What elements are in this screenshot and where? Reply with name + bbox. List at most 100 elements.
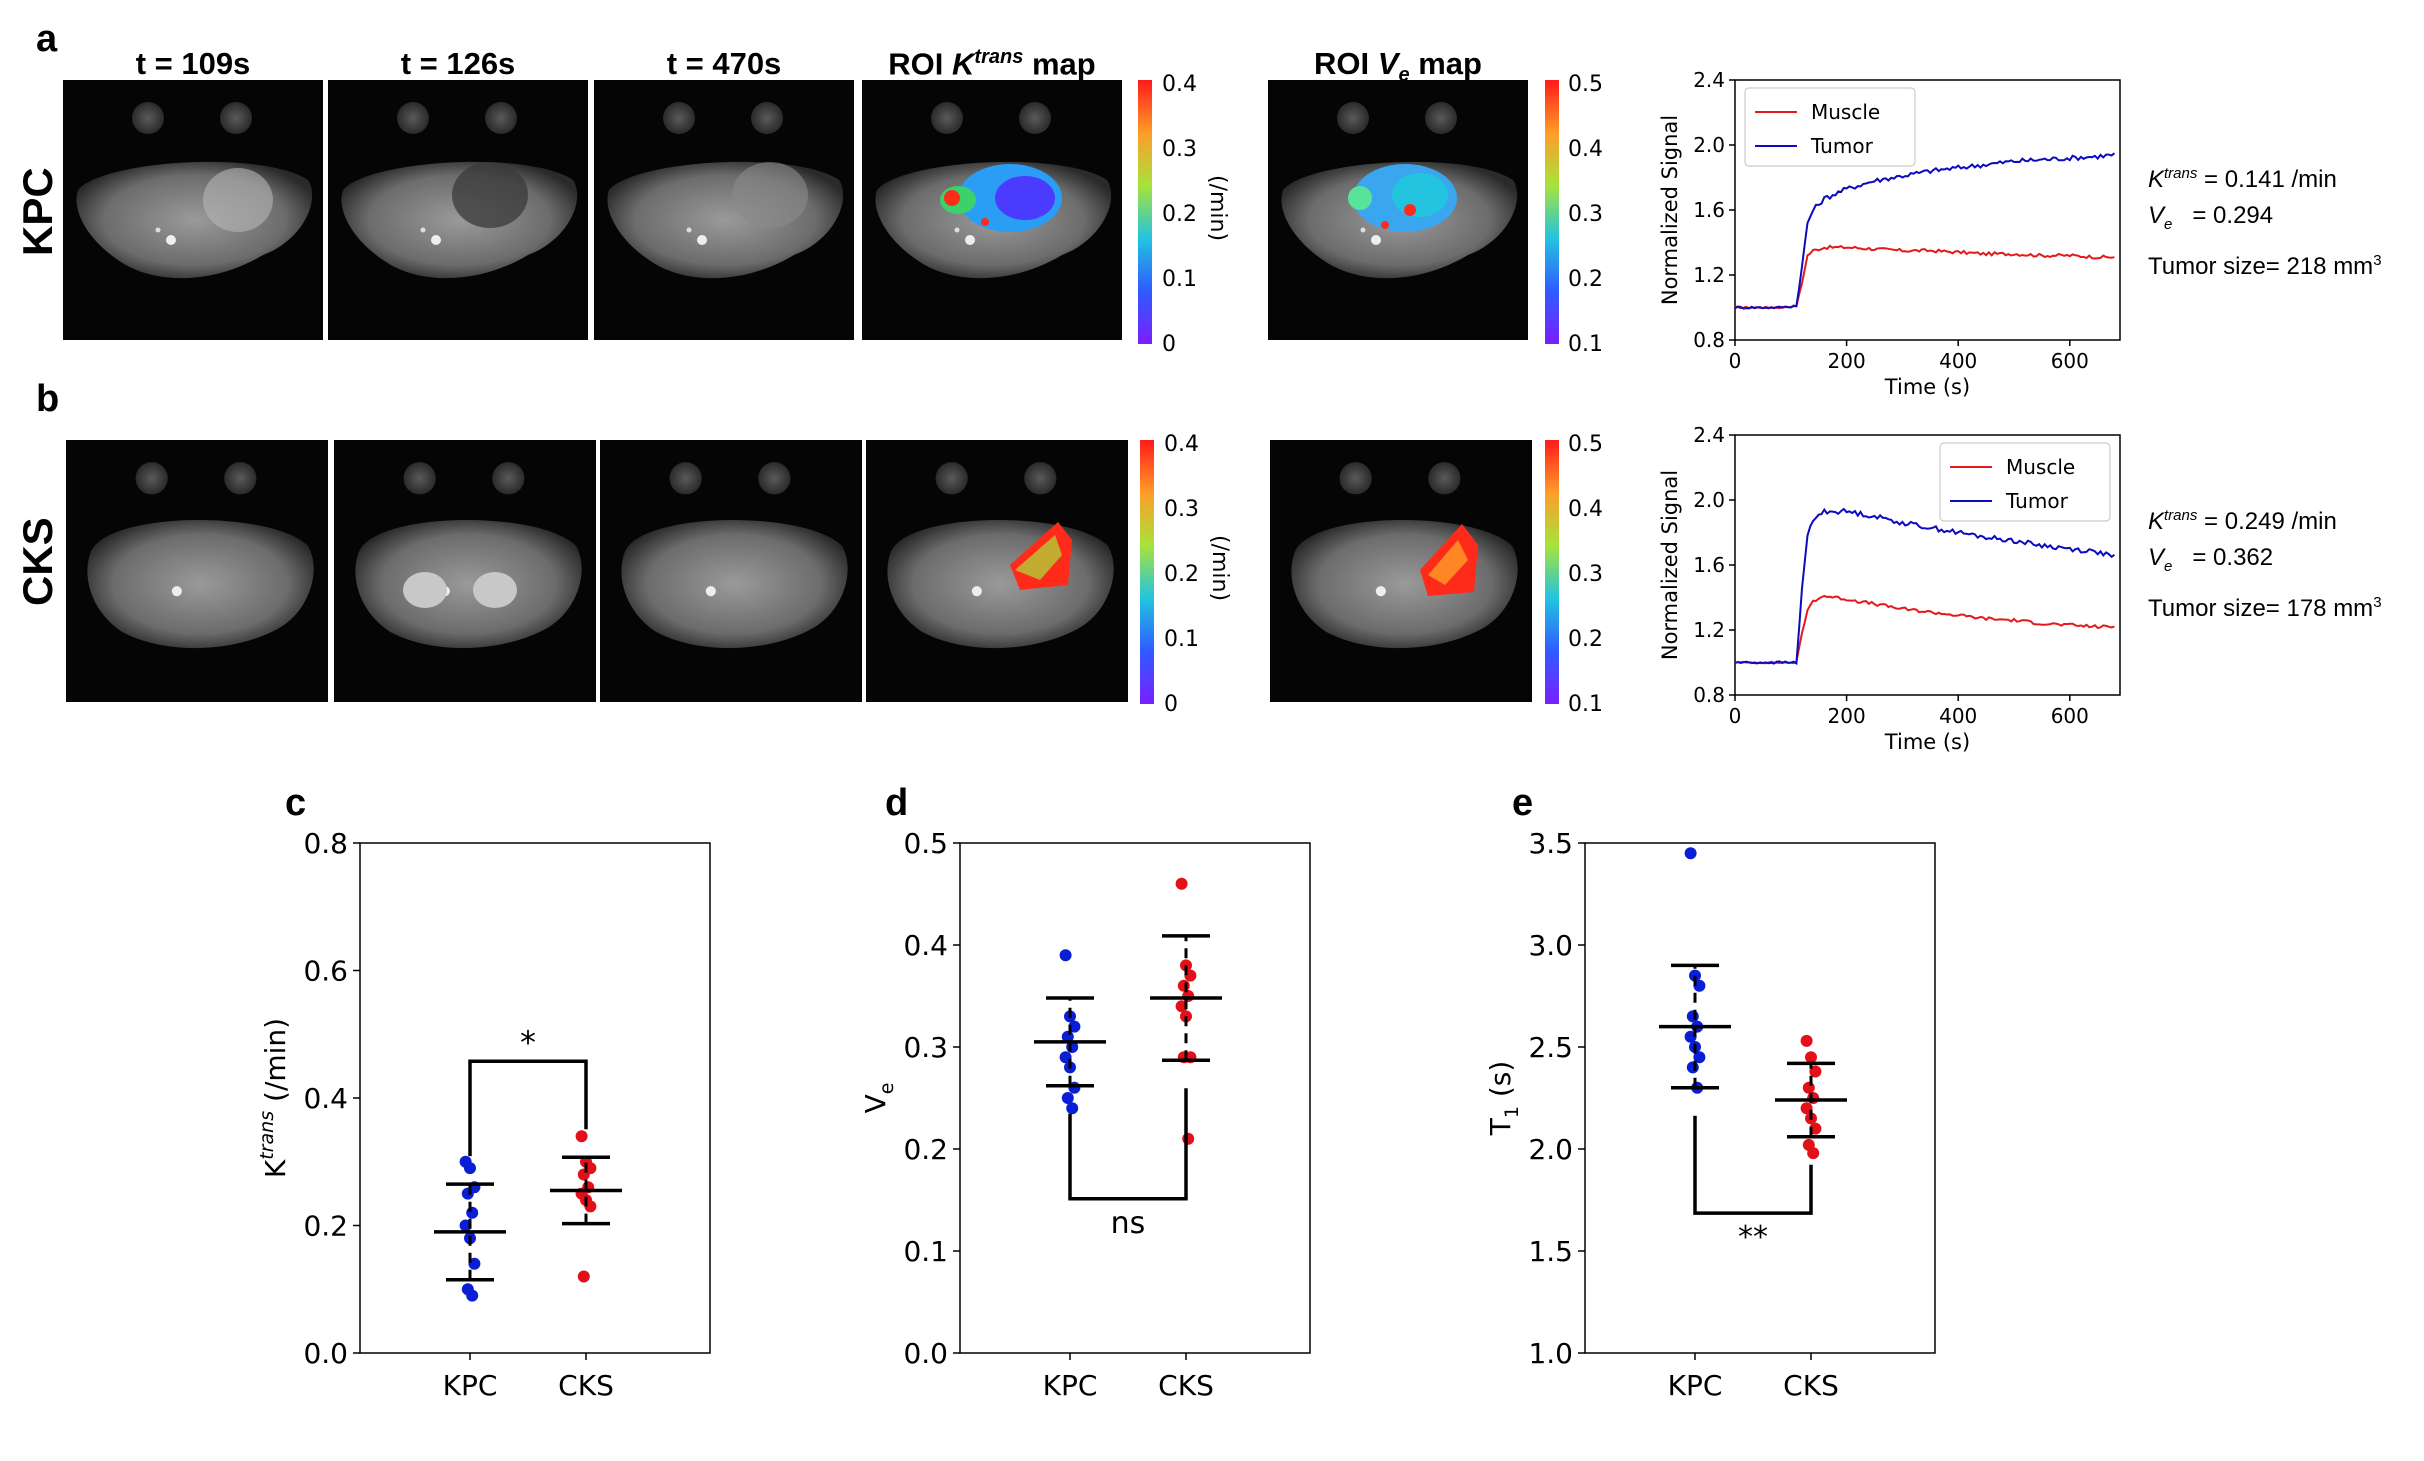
legend-label-muscle: Muscle [1811,100,1880,124]
cbar-va-tick-1: 0.4 [1568,137,1603,162]
y-tick-label: 0.0 [903,1337,948,1370]
title-ktrans-map: ROI Ktrans map [888,46,1096,82]
y-tick-label: 1.2 [1693,263,1725,287]
ktrans-colorbar-a [1138,80,1152,344]
y-tick-label: 0.0 [303,1337,348,1370]
y-tick-label: 0.3 [903,1031,948,1064]
x-tick-label-kpc: KPC [1668,1369,1723,1402]
cbar-vb-tick-4: 0.1 [1568,692,1603,717]
plot-frame [1584,842,1936,1354]
y-tick-label: 0.2 [303,1210,348,1243]
cbar-va-tick-3: 0.2 [1568,267,1603,292]
data-point-cks [1807,1092,1820,1104]
cbar-kb-tick-0: 0.4 [1164,432,1199,457]
cbar-ka-unit: (/min) [1205,175,1230,242]
cbar-va-tick-0: 0.5 [1568,72,1603,97]
x-tick-label-cks: CKS [1783,1369,1839,1402]
significance-bracket [1693,1115,1813,1215]
mri-cks-ve-map [1270,440,1532,702]
cbar-vb-tick-0: 0.5 [1568,432,1603,457]
y-tick-label: 2.0 [1693,133,1725,157]
data-point-cks [1802,1081,1815,1094]
data-point-cks [577,1270,590,1283]
data-point-kpc [464,1162,476,1175]
y-tick-label: 1.0 [1528,1337,1573,1370]
significance-bracket [468,1059,588,1157]
y-axis-label: Ktrans (/min) [260,1018,292,1178]
cbar-kb-tick-3: 0.1 [1164,627,1199,652]
cbar-ka-tick-3: 0.1 [1162,267,1197,292]
mri-kpc-t470 [594,80,854,340]
ve-colorbar-b [1545,440,1559,704]
x-axis-label: Time (s) [1884,730,1970,754]
x-tick-label-kpc: KPC [1043,1369,1098,1402]
y-axis-label: Normalized Signal [1658,115,1682,305]
y-tick-label: 0.5 [903,827,948,860]
series-line-muscle [1734,244,2115,310]
y-tick-label: 3.0 [1528,929,1573,962]
y-tick-label: 0.4 [303,1082,348,1115]
cbar-ka-tick-1: 0.3 [1162,137,1197,162]
mri-cks-t126 [334,440,596,702]
y-axis-label: Normalized Signal [1658,470,1682,660]
y-tick-label: 2.4 [1693,68,1725,92]
cbar-ka-tick-4: 0 [1162,332,1176,357]
data-point-kpc [1061,1092,1074,1104]
series-line-muscle [1734,594,2115,665]
data-point-cks [1182,990,1195,1002]
y-tick-label: 1.2 [1693,618,1725,642]
x-tick-label: 0 [1729,349,1742,373]
x-tick-label-cks: CKS [558,1369,614,1402]
series-line-tumor [1734,507,2115,666]
data-point-kpc [1059,949,1072,962]
cbar-ka-tick-2: 0.2 [1162,202,1197,227]
data-point-cks [577,1168,590,1181]
cbar-vb-tick-2: 0.3 [1568,562,1603,587]
mri-kpc-t109 [63,80,323,340]
y-tick-label: 3.5 [1528,827,1573,860]
mri-cks-ktrans-map [866,440,1128,702]
y-tick-label: 2.0 [1528,1133,1573,1166]
panel-letter-d: d [885,782,909,824]
data-point-kpc [461,1187,474,1200]
y-tick-label: 1.5 [1528,1235,1573,1268]
series-line-tumor [1734,152,2116,310]
cbar-va-tick-4: 0.1 [1568,332,1603,357]
y-axis-label: T1 (s) [1485,1061,1523,1137]
stats-kpc: Ktrans = 0.141 /min Ve = 0.294 Tumor siz… [2148,165,2382,280]
ve-dotplot: 0.0 0.1 0.2 0.3 0.4 0.5 KPC CKS Ve ns [860,827,1311,1402]
cbar-va-tick-2: 0.3 [1568,202,1603,227]
data-point-cks [1182,1132,1195,1145]
y-axis-label: Ve [860,1083,898,1114]
y-tick-label: 1.6 [1693,553,1725,577]
panel-letter-c: c [285,782,307,824]
panel-letter-a: a [36,18,58,60]
panel-letter-b: b [36,378,60,420]
x-tick-label-cks: CKS [1158,1369,1214,1402]
data-point-cks [1175,877,1188,890]
x-tick-label: 200 [1828,349,1866,373]
cbar-kb-tick-1: 0.3 [1164,497,1199,522]
data-point-cks [1807,1147,1820,1160]
cbar-vb-tick-3: 0.2 [1568,627,1603,652]
y-tick-label: 0.8 [303,827,348,860]
title-t109: t = 109s [135,46,251,81]
data-point-kpc [1689,969,1701,982]
mri-image-grid [63,80,1559,704]
legend-label-muscle: Muscle [2006,455,2075,479]
data-point-cks [1805,1051,1817,1064]
mri-cks-t109 [66,440,328,702]
data-point-cks [1177,979,1190,992]
significance-label: ns [1111,1206,1146,1241]
legend-label-tumor: Tumor [2005,489,2069,513]
y-tick-label: 0.6 [303,955,348,988]
title-ve-map: ROI Ve map [1314,46,1482,87]
plot-frame [959,842,1311,1354]
cbar-vb-tick-1: 0.4 [1568,497,1603,522]
plot-frame [359,842,711,1354]
data-point-kpc [1686,1010,1699,1023]
data-point-kpc [466,1289,479,1302]
significance-bracket [1068,1088,1188,1201]
y-tick-label: 0.8 [1693,683,1725,707]
y-tick-label: 0.4 [903,929,948,962]
